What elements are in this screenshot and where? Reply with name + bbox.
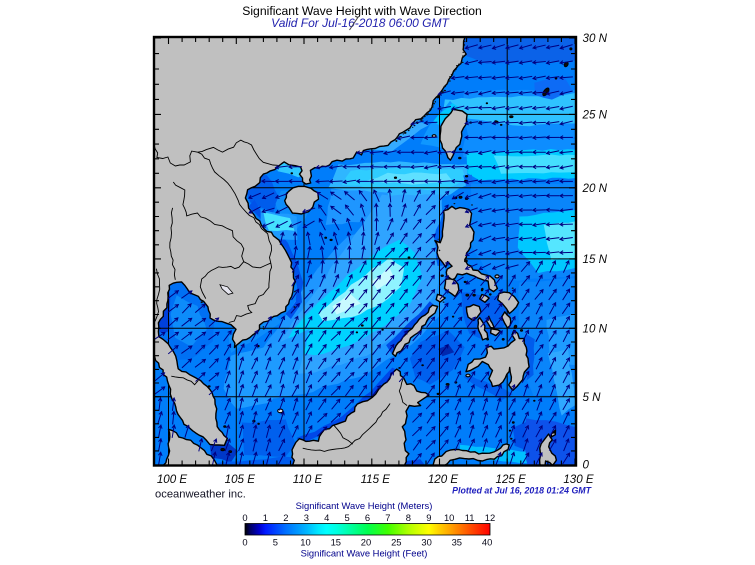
svg-text:30 N: 30 N [583, 32, 608, 45]
svg-text:125 E: 125 E [496, 473, 527, 486]
svg-text:Significant Wave Height with W: Significant Wave Height with Wave Direct… [242, 4, 482, 18]
svg-text:12: 12 [485, 512, 495, 523]
svg-text:2: 2 [283, 512, 288, 523]
svg-text:6: 6 [365, 512, 370, 523]
svg-text:40: 40 [482, 537, 492, 548]
svg-text:15: 15 [331, 537, 341, 548]
svg-text:oceanweather inc.: oceanweather inc. [155, 489, 246, 501]
svg-text:35: 35 [452, 537, 462, 548]
svg-text:105 E: 105 E [225, 473, 256, 486]
svg-text:30: 30 [421, 537, 431, 548]
svg-text:0: 0 [242, 512, 247, 523]
svg-text:5 N: 5 N [583, 391, 602, 404]
svg-text:3: 3 [304, 512, 309, 523]
svg-text:0: 0 [583, 459, 590, 472]
svg-text:Significant Wave Height (Meter: Significant Wave Height (Meters) [296, 500, 433, 511]
svg-text:4: 4 [324, 512, 329, 523]
svg-text:25: 25 [391, 537, 401, 548]
svg-text:20: 20 [361, 537, 371, 548]
svg-text:1: 1 [263, 512, 268, 523]
svg-text:5: 5 [344, 512, 349, 523]
svg-text:10: 10 [444, 512, 454, 523]
svg-text:20 N: 20 N [582, 182, 608, 195]
svg-text:115 E: 115 E [361, 473, 391, 486]
svg-text:Significant Wave Height (Feet): Significant Wave Height (Feet) [301, 548, 428, 559]
svg-text:15 N: 15 N [583, 253, 608, 266]
svg-text:120 E: 120 E [428, 473, 459, 486]
svg-text:100 E: 100 E [157, 473, 188, 486]
svg-text:5: 5 [273, 537, 278, 548]
svg-text:8: 8 [406, 512, 411, 523]
svg-text:110 E: 110 E [293, 473, 323, 486]
svg-text:Valid For Jul-16-2018 06:00 GM: Valid For Jul-16-2018 06:00 GMT [271, 16, 450, 30]
svg-text:11: 11 [465, 512, 475, 523]
svg-text:10 N: 10 N [583, 323, 608, 336]
svg-text:7: 7 [385, 512, 390, 523]
svg-text:9: 9 [426, 512, 431, 523]
svg-text:Plotted at Jul 16, 2018 01:24: Plotted at Jul 16, 2018 01:24 GMT [452, 486, 591, 496]
svg-text:0: 0 [242, 537, 247, 548]
svg-text:25 N: 25 N [582, 109, 608, 122]
svg-text:130 E: 130 E [563, 473, 594, 486]
svg-text:10: 10 [300, 537, 310, 548]
